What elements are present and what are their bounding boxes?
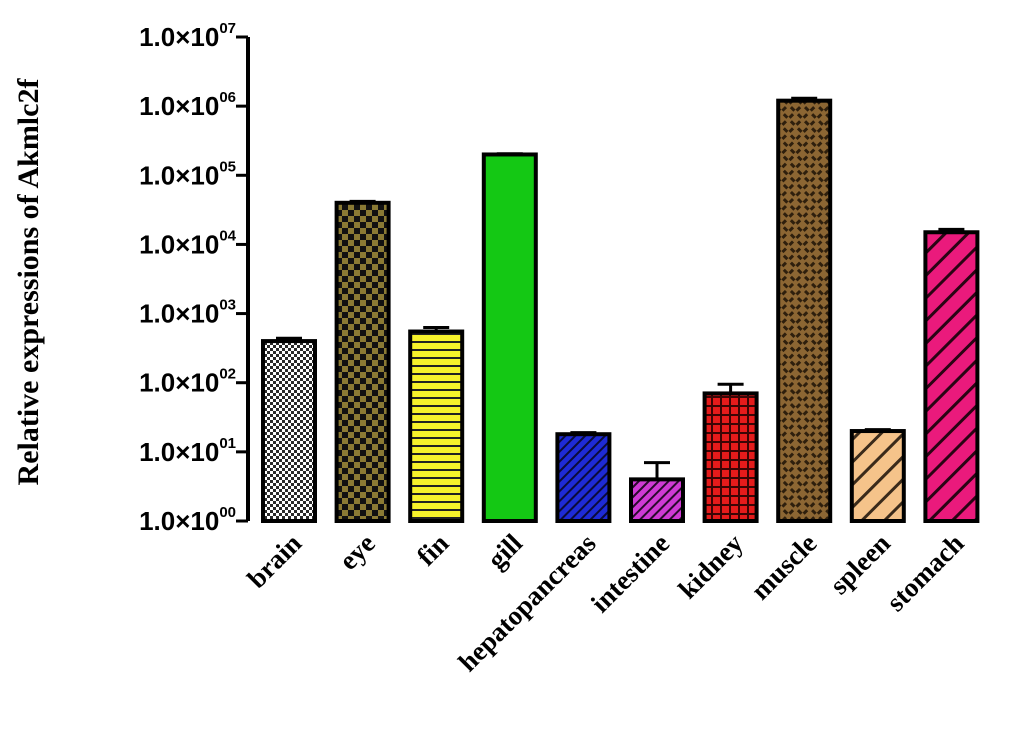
bar-fin — [408, 329, 465, 523]
y-tick-label: 1.0×1007 — [139, 20, 236, 52]
x-tick-label-kidney: kidney — [672, 528, 749, 605]
y-axis: 1.0×1000 1.0×1001 1.0×1002 1.0×1003 1.0×1004… — [139, 20, 250, 536]
y-tick-label: 1.0×1004 — [139, 227, 237, 259]
y-tick-label: 1.0×1002 — [139, 366, 236, 398]
x-tick-label-gill: gill — [481, 528, 528, 575]
y-tick-label: 1.0×1000 — [139, 504, 236, 536]
bar-gill — [481, 152, 538, 523]
bar-spleen — [849, 429, 906, 523]
bar-intestine — [629, 477, 685, 524]
y-tick-label: 1.0×1005 — [139, 158, 236, 190]
y-tick-label: 1.0×1003 — [139, 297, 236, 329]
bar-stomach — [923, 230, 980, 523]
y-tick-label: 1.0×1001 — [139, 435, 236, 467]
x-tick-label-intestine: intestine — [585, 528, 675, 618]
x-tick-label-hepatopancreas: hepatopancreas — [452, 528, 601, 677]
x-tick-label-stomach: stomach — [881, 528, 970, 617]
bar-muscle — [776, 98, 833, 524]
y-tick-label: 1.0×1006 — [139, 89, 236, 121]
bar-brain — [261, 339, 317, 524]
x-axis-labels: brain eye fin gillhepatopancreasintestineki… — [241, 528, 969, 678]
bar-hepatopancreas — [555, 432, 612, 524]
x-tick-label-muscle: muscle — [745, 528, 822, 605]
x-tick-label-fin: fin — [411, 528, 454, 571]
x-tick-label-brain: brain — [241, 528, 307, 594]
x-tick-label-eye: eye — [333, 528, 381, 576]
bar-eye — [334, 200, 391, 524]
bars — [261, 96, 980, 524]
bar-kidney — [702, 391, 759, 523]
x-tick-label-spleen: spleen — [824, 528, 896, 600]
y-axis-label: Relative expressions of Akmlc2f — [12, 78, 45, 486]
